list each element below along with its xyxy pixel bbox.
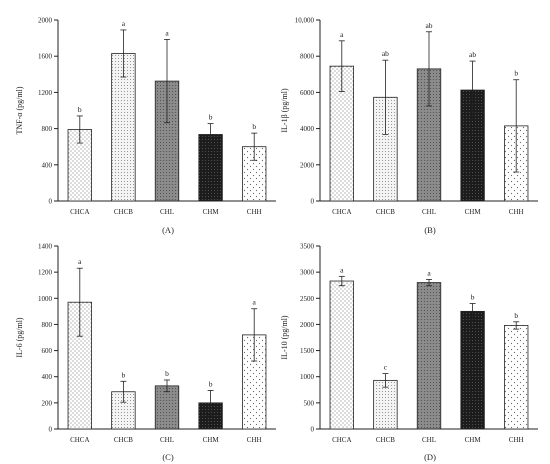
y-tick-label: 200 bbox=[42, 399, 53, 407]
x-tick-label: CHCB bbox=[114, 436, 133, 444]
x-tick-label: CHM bbox=[465, 208, 482, 216]
panel-label: (B) bbox=[424, 225, 436, 235]
y-tick-label: 1500 bbox=[300, 347, 315, 355]
x-tick-label: CHCB bbox=[376, 436, 395, 444]
chart-panel-d: 0 500 1000 1500 2000 2500 3000 3500 IL-10 (pg/ml… bbox=[280, 243, 538, 462]
x-tick-label: CHCA bbox=[332, 436, 351, 444]
x-tick-label: CHL bbox=[422, 436, 436, 444]
y-tick-label: 0 bbox=[311, 198, 315, 206]
y-tick-label: 500 bbox=[304, 399, 315, 407]
significance-letter: ab bbox=[425, 21, 432, 30]
x-tick-label: CHL bbox=[160, 436, 174, 444]
significance-letter: c bbox=[384, 363, 388, 372]
y-tick-label: 0 bbox=[49, 426, 53, 434]
significance-letter: a bbox=[427, 268, 431, 277]
y-tick-label: 3500 bbox=[300, 243, 315, 251]
significance-letter: b bbox=[514, 69, 518, 78]
y-axis-label: IL-6 (pg/ml) bbox=[15, 317, 24, 358]
y-tick-label: 800 bbox=[42, 321, 53, 329]
panel-label: (A) bbox=[162, 225, 174, 235]
significance-letter: a bbox=[122, 19, 126, 28]
significance-letter: b bbox=[252, 122, 256, 131]
y-tick-label: 1600 bbox=[38, 53, 53, 61]
significance-letter: b bbox=[209, 113, 213, 122]
y-tick-label: 400 bbox=[42, 161, 53, 169]
y-tick-label: 1000 bbox=[38, 295, 53, 303]
significance-letter: a bbox=[340, 265, 344, 274]
significance-letter: a bbox=[253, 298, 257, 307]
bar-chm bbox=[460, 310, 485, 430]
significance-letter: ab bbox=[382, 49, 389, 58]
bar-chh bbox=[504, 325, 529, 430]
x-tick-label: CHM bbox=[203, 436, 220, 444]
y-tick-label: 800 bbox=[42, 125, 53, 133]
y-tick-label: 1400 bbox=[38, 243, 53, 251]
y-tick-label: 8000 bbox=[300, 53, 315, 61]
x-tick-label: CHL bbox=[160, 208, 174, 216]
x-tick-label: CHCA bbox=[332, 208, 351, 216]
y-tick-label: 2000 bbox=[300, 321, 315, 329]
x-tick-label: CHCB bbox=[114, 208, 133, 216]
y-tick-label: 1000 bbox=[300, 373, 315, 381]
x-tick-label: CHL bbox=[422, 208, 436, 216]
significance-letter: b bbox=[209, 379, 213, 388]
x-tick-label: CHCA bbox=[70, 208, 89, 216]
y-axis-label: IL-10 (pg/ml) bbox=[280, 315, 289, 360]
x-tick-label: CHH bbox=[509, 208, 524, 216]
y-tick-label: 600 bbox=[42, 347, 53, 355]
y-axis-label: TNF-α (pg/ml) bbox=[15, 86, 24, 134]
y-tick-label: 1200 bbox=[38, 89, 53, 97]
x-tick-label: CHH bbox=[247, 436, 262, 444]
y-tick-label: 1200 bbox=[38, 269, 53, 277]
chart-panel-c: 0 200 400 600 800 1000 1200 1400 IL-6 (pg/ml) a CH… bbox=[15, 243, 276, 462]
x-tick-label: CHM bbox=[465, 436, 482, 444]
significance-letter: b bbox=[514, 311, 518, 320]
y-tick-label: 4000 bbox=[300, 125, 315, 133]
y-tick-label: 2000 bbox=[300, 161, 315, 169]
panel-label: (D) bbox=[424, 452, 436, 462]
significance-letter: b bbox=[165, 369, 169, 378]
bar-chl bbox=[416, 282, 442, 430]
y-tick-label: 400 bbox=[42, 373, 53, 381]
y-tick-label: 2500 bbox=[300, 295, 315, 303]
significance-letter: a bbox=[165, 28, 169, 37]
bar-chcb bbox=[373, 379, 398, 430]
panel-label: (C) bbox=[162, 452, 174, 462]
significance-letter: b bbox=[122, 370, 126, 379]
x-tick-label: CHH bbox=[247, 208, 262, 216]
chart-panel-a: 0 400 800 1200 1600 2000 TNF-α (pg/ml) b CHCA a CH… bbox=[15, 17, 276, 235]
y-tick-label: 10,000 bbox=[295, 17, 315, 25]
y-axis-label: IL-1β (pg/ml) bbox=[280, 88, 289, 133]
significance-letter: a bbox=[78, 257, 82, 266]
bar-chca bbox=[329, 280, 354, 430]
y-tick-label: 2000 bbox=[38, 17, 53, 25]
y-tick-label: 0 bbox=[311, 426, 315, 434]
x-tick-label: CHCA bbox=[70, 436, 89, 444]
significance-letter: b bbox=[78, 105, 82, 114]
bar-chl bbox=[154, 385, 180, 430]
significance-letter: ab bbox=[469, 50, 476, 59]
x-tick-label: CHCB bbox=[376, 208, 395, 216]
significance-letter: a bbox=[340, 30, 344, 39]
y-tick-label: 0 bbox=[49, 198, 53, 206]
x-tick-label: CHH bbox=[509, 436, 524, 444]
significance-letter: b bbox=[471, 293, 475, 302]
y-tick-label: 3000 bbox=[300, 269, 315, 277]
y-tick-label: 6000 bbox=[300, 89, 315, 97]
x-tick-label: CHM bbox=[203, 208, 220, 216]
chart-panel-b: 0 2000 4000 6000 8000 10,000 IL-1β (pg/ml) a CHC… bbox=[280, 17, 538, 235]
